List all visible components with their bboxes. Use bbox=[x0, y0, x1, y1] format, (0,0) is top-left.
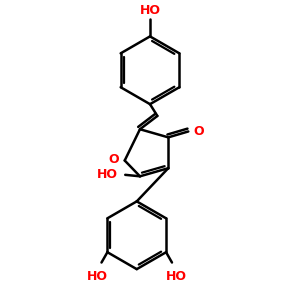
Text: O: O bbox=[193, 125, 204, 138]
Text: HO: HO bbox=[166, 270, 187, 283]
Text: HO: HO bbox=[140, 4, 160, 17]
Text: O: O bbox=[109, 152, 119, 166]
Text: HO: HO bbox=[97, 168, 118, 181]
Text: HO: HO bbox=[87, 270, 108, 283]
